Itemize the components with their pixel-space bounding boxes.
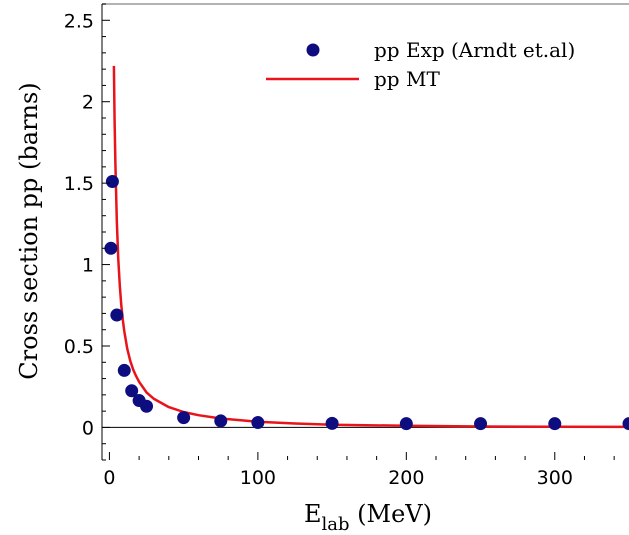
plot-frame: [101, 3, 629, 460]
legend: pp Exp (Arndt et.al) pp MT: [266, 38, 575, 91]
legend-marker-pp-exp: [306, 43, 320, 57]
data-point: [325, 416, 339, 430]
data-point: [104, 241, 118, 255]
x-axis-title-main: E: [304, 500, 322, 528]
y-tick-label: 1.5: [64, 173, 94, 195]
series-pp-mt: [112, 65, 629, 429]
x-axis-title-sub: lab: [322, 514, 350, 535]
y-tick-label: 2.5: [64, 10, 94, 32]
x-tick-label: 300: [537, 467, 573, 489]
data-point: [177, 411, 191, 425]
y-axis-title: Cross section pp (barns): [15, 82, 43, 379]
data-point: [105, 175, 119, 189]
data-point: [474, 417, 488, 431]
mt-curve: [112, 65, 629, 429]
data-point: [140, 399, 154, 413]
x-axis-title: Elab (MeV): [304, 500, 432, 535]
x-axis: 0 100 200 300: [103, 452, 615, 489]
x-tick-label: 200: [388, 467, 424, 489]
data-point: [399, 417, 413, 431]
data-point: [622, 417, 629, 431]
x-tick-label: 100: [240, 467, 276, 489]
series-pp-exp: [104, 175, 629, 431]
y-tick-label: 1: [82, 255, 94, 277]
y-axis: 0 0.5 1 1.5 2 2.5: [64, 3, 110, 461]
y-tick-label: 2: [82, 92, 94, 114]
data-point: [125, 384, 139, 398]
data-point: [110, 308, 124, 322]
x-tick-label: 0: [103, 467, 115, 489]
data-point: [548, 417, 562, 431]
data-point: [251, 416, 265, 430]
y-tick-label: 0.5: [64, 336, 94, 358]
legend-label-pp-mt: pp MT: [374, 67, 440, 91]
y-tick-label: 0: [82, 417, 94, 439]
data-point: [214, 414, 228, 428]
data-point: [117, 363, 131, 377]
legend-label-pp-exp: pp Exp (Arndt et.al): [374, 38, 575, 62]
x-axis-title-unit: (MeV): [350, 500, 432, 528]
